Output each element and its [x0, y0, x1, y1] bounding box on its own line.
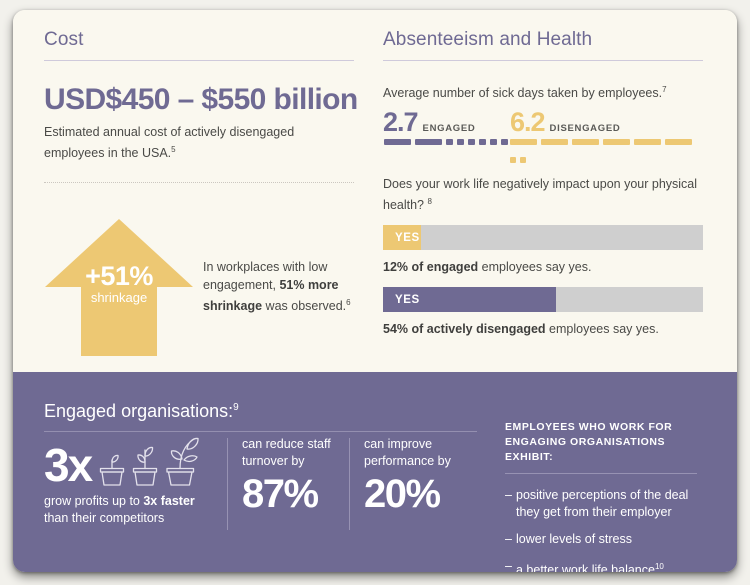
absenteeism-title-divider — [383, 60, 703, 61]
stat-divider-2 — [349, 438, 350, 530]
engaged-exhibit-list: – positive perceptions of the deal they … — [505, 487, 710, 572]
stat-performance-label: can improve performance by — [364, 437, 451, 468]
list-item-text: a better work life balance10 — [516, 558, 664, 572]
list-item: – lower levels of stress — [505, 531, 710, 548]
stat-turnover-label: can reduce staff turnover by — [242, 437, 331, 468]
list-item-text: lower levels of stress — [516, 531, 632, 548]
bullet-dash-icon: – — [505, 488, 512, 502]
shrinkage-footnote-marker: 6 — [346, 298, 351, 307]
cost-description-text: Estimated annual cost of actively diseng… — [44, 125, 295, 161]
sick-days-disengaged-label: DISENGAGED — [549, 123, 621, 135]
health-bar-engaged-fill: YES — [383, 225, 422, 251]
sick-days-engaged-value: 2.7 — [383, 107, 419, 138]
sick-days-engaged-dash-scale — [384, 139, 523, 146]
cost-headline: USD$450 – $550 billion — [44, 83, 358, 116]
growing-plants-icon — [100, 437, 199, 486]
bullet-text-2: a better work life balance — [516, 563, 655, 572]
sick-days-footnote-marker: 7 — [662, 85, 667, 94]
stat-turnover-value: 87% — [242, 472, 319, 516]
sick-days-engaged-label: ENGAGED — [422, 123, 476, 135]
cost-title-divider — [44, 60, 354, 61]
engaged-title-footnote-marker: 9 — [233, 402, 239, 413]
engaged-organisations-panel: Engaged organisations:9 3x — [13, 372, 737, 572]
engaged-exhibit-heading: EMPLOYEES WHO WORK FOR ENGAGING ORGANISA… — [505, 421, 673, 463]
health-bar-disengaged: YES — [383, 287, 703, 313]
health-bar-engaged-yes-label: YES — [395, 231, 420, 244]
health-bar-engaged: YES — [383, 225, 703, 251]
engaged-exhibit-divider — [505, 473, 697, 474]
stat-profit-caption-part1: grow profits up to — [44, 494, 144, 508]
stat-profit-row: 3x — [44, 436, 224, 488]
health-bar-engaged-caption: 12% of engaged employees say yes. — [383, 259, 703, 276]
health-bar-engaged-caption-rest: employees say yes. — [478, 260, 592, 275]
shrinkage-copy-bold: 51% more shrinkage — [203, 278, 339, 314]
engaged-title-divider — [44, 431, 477, 432]
bullet-text-0: positive perceptions of the deal they ge… — [516, 488, 689, 519]
up-arrow-icon — [45, 219, 193, 356]
list-item: – positive perceptions of the deal they … — [505, 487, 710, 521]
health-bar-disengaged-caption-rest: employees say yes. — [545, 322, 659, 337]
stat-turnover: can reduce staff turnover by 87% — [242, 436, 352, 516]
bullet-footnote-marker: 10 — [654, 562, 664, 571]
health-bar-disengaged-caption: 54% of actively disengaged employees say… — [383, 321, 703, 338]
health-bar-disengaged-yes-label: YES — [395, 293, 420, 306]
stat-profit-caption-part2: than their competitors — [44, 511, 165, 525]
health-footnote-marker: 8 — [427, 197, 432, 207]
engaged-panel-title: Engaged organisations:9 — [44, 396, 474, 423]
stat-performance: can improve performance by 20% — [364, 436, 479, 516]
absenteeism-section-title: Absenteeism and Health — [383, 29, 593, 50]
engaged-stats-row: 3x — [44, 436, 476, 541]
health-bar-engaged-caption-bold: 12% of engaged — [383, 260, 479, 275]
engaged-right-block: EMPLOYEES WHO WORK FOR ENGAGING ORGANISA… — [505, 420, 710, 572]
cost-footnote-marker: 5 — [171, 145, 176, 154]
sick-days-question-text: Average number of sick days taken by emp… — [383, 86, 663, 101]
stat-divider-1 — [227, 438, 228, 530]
stat-profit-caption: grow profits up to 3x faster than their … — [44, 493, 224, 527]
health-question: Does your work life negatively impact up… — [383, 176, 703, 214]
sick-days-engaged-group: 2.7 ENGAGED — [383, 108, 475, 136]
health-bar-disengaged-caption-bold: 54% of actively disengaged — [383, 322, 546, 337]
bullet-dash-icon: – — [505, 532, 512, 546]
cost-dotted-divider — [44, 182, 354, 184]
engaged-left-block: Engaged organisations:9 — [44, 396, 477, 432]
shrinkage-copy: In workplaces with low engagement, 51% m… — [203, 258, 355, 315]
infographic-card: Cost USD$450 – $550 billion Estimated an… — [13, 10, 737, 572]
cost-column: Cost USD$450 – $550 billion Estimated an… — [44, 27, 358, 184]
shrinkage-copy-part1: In workplaces with low engagement, — [203, 260, 328, 292]
engaged-panel-title-text: Engaged organisations: — [44, 401, 234, 421]
list-item: – a better work life balance10 — [505, 558, 710, 572]
sick-days-question: Average number of sick days taken by emp… — [383, 81, 703, 102]
stat-profit-value: 3x — [44, 439, 93, 491]
health-bar-disengaged-fill: YES — [383, 287, 556, 313]
sick-days-disengaged-dash-scale — [510, 139, 703, 164]
health-question-text: Does your work life negatively impact up… — [383, 177, 698, 213]
sick-days-figures: 2.7 ENGAGED 6.2 DISENGAGED — [383, 108, 703, 164]
sick-days-disengaged-value: 6.2 — [510, 107, 546, 138]
stat-performance-value: 20% — [364, 472, 441, 516]
sick-days-disengaged-group: 6.2 DISENGAGED — [510, 108, 620, 136]
shrinkage-copy-part2: was observed. — [262, 299, 347, 314]
cost-section-title: Cost — [44, 29, 84, 50]
absenteeism-column: Absenteeism and Health Average number of… — [383, 27, 703, 338]
list-item-text: positive perceptions of the deal they ge… — [516, 487, 710, 521]
stat-profit-growth: 3x — [44, 436, 224, 527]
stat-profit-caption-bold: 3x faster — [143, 494, 195, 508]
shrinkage-arrow-group: +51% shrinkage — [44, 215, 194, 360]
bullet-dash-icon: – — [505, 559, 512, 572]
bullet-text-1: lower levels of stress — [516, 532, 633, 546]
cost-description: Estimated annual cost of actively diseng… — [44, 124, 354, 162]
top-section: Cost USD$450 – $550 billion Estimated an… — [13, 10, 737, 372]
